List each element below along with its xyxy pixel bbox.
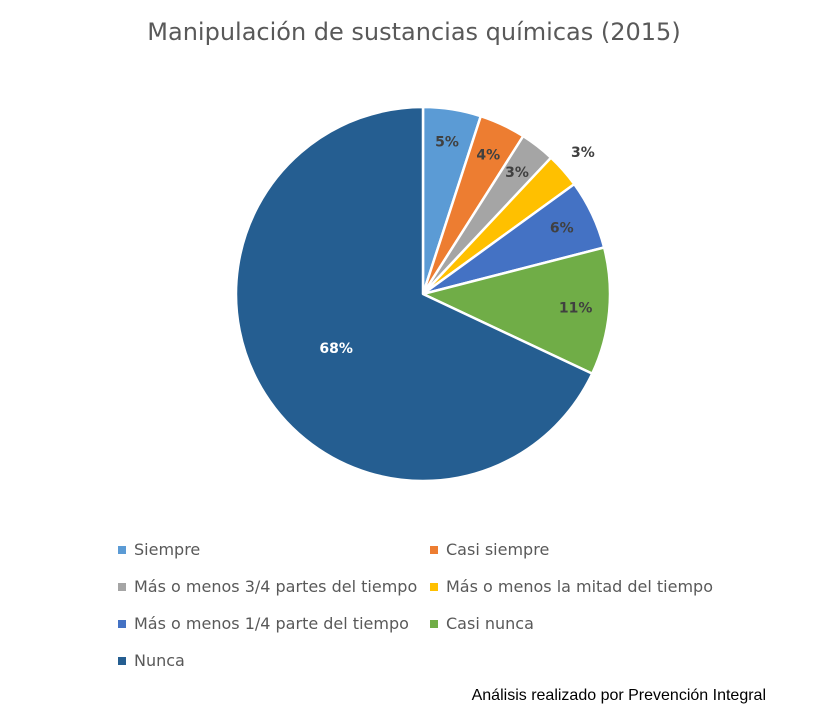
pie-slice <box>234 105 594 483</box>
legend-swatch <box>118 619 126 628</box>
legend-label: Nunca <box>134 651 185 670</box>
legend-item: Siempre <box>118 540 200 559</box>
pie-data-labels: 5% 4% 3% 3% 6% 11% 68% <box>319 135 594 358</box>
slice-data-label: 3% <box>505 165 529 181</box>
legend-swatch <box>118 656 126 665</box>
legend-label: Siempre <box>134 540 201 559</box>
legend-swatch <box>430 582 438 591</box>
legend-label: Más o menos la mitad del tiempo <box>446 577 713 596</box>
legend-label: Casi nunca <box>446 614 534 633</box>
legend-label: Más o menos 1/4 parte del tiempo <box>134 614 409 633</box>
slice-data-label: 4% <box>476 147 500 163</box>
legend-label: Más o menos 3/4 partes del tiempo <box>134 577 418 596</box>
pie-slices <box>234 105 612 483</box>
slice-data-label: 68% <box>319 341 353 357</box>
pie-slice <box>421 246 612 375</box>
legend-swatch <box>118 545 126 554</box>
legend-swatch <box>430 619 438 628</box>
slice-data-label: 6% <box>550 221 574 237</box>
legend-label: Casi siempre <box>446 540 550 559</box>
legend-item: Casi nunca <box>430 614 534 633</box>
legend-item: Más o menos 1/4 parte del tiempo <box>118 614 409 633</box>
slice-data-label: 3% <box>571 145 595 161</box>
legend-swatch <box>430 545 438 554</box>
legend-swatch <box>118 582 126 591</box>
legend-item: Más o menos la mitad del tiempo <box>430 577 713 596</box>
footer-note: Análisis realizado por Prevención Integr… <box>471 687 766 704</box>
slice-data-label: 5% <box>435 135 459 151</box>
legend-item: Casi siempre <box>430 540 549 559</box>
legend-item: Más o menos 3/4 partes del tiempo <box>118 577 417 596</box>
slice-data-label: 11% <box>559 300 593 316</box>
legend-item: Nunca <box>118 651 185 670</box>
chart-title: Manipulación de sustancias químicas (201… <box>147 18 681 46</box>
